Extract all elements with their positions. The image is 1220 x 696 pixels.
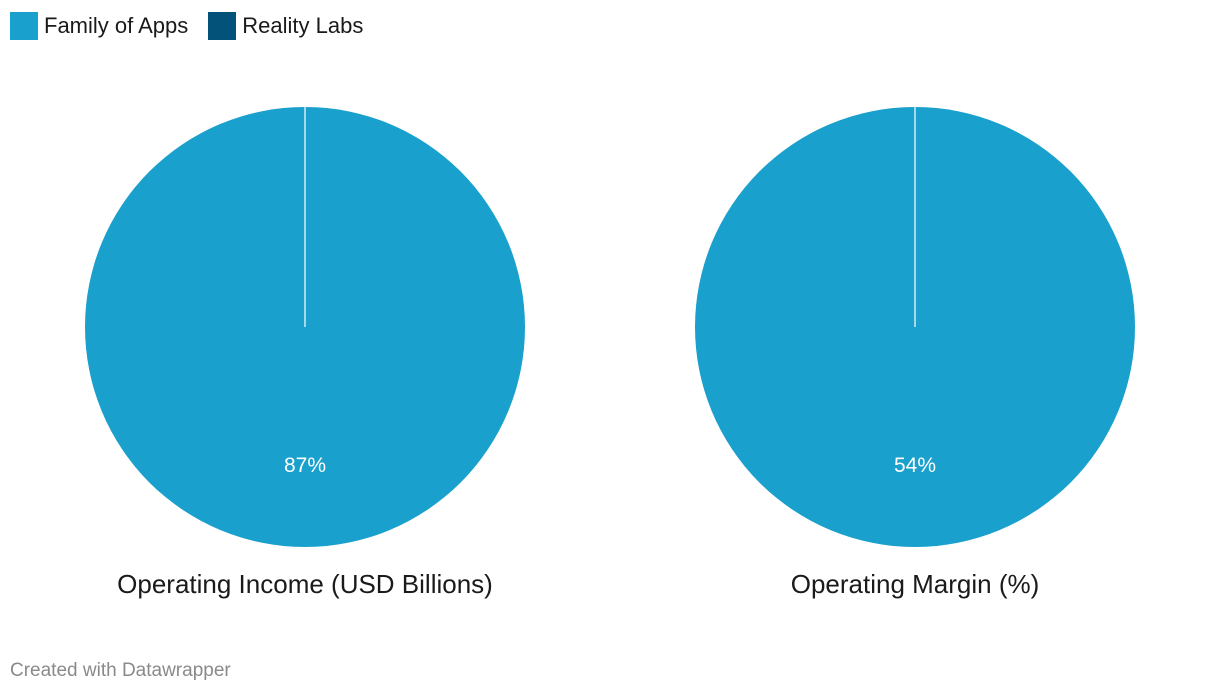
footer-credit: Created with Datawrapper: [10, 660, 231, 681]
pie-chart-title: Operating Income (USD Billions): [117, 569, 493, 599]
legend-item-reality-labs: Reality Labs: [208, 12, 363, 40]
legend-swatch-family-of-apps: [10, 12, 38, 40]
chart-legend: Family of Apps Reality Labs: [10, 12, 383, 40]
slice-value-label: 87%: [284, 454, 326, 477]
pie-chart-title: Operating Margin (%): [791, 569, 1040, 599]
legend-item-family-of-apps: Family of Apps: [10, 12, 188, 40]
legend-label-reality-labs: Reality Labs: [242, 13, 364, 38]
pie-chart-1: 87% Operating Income (USD Billions): [85, 107, 525, 599]
pie-chart-2: 54% Operating Margin (%): [695, 107, 1135, 599]
legend-label-family-of-apps: Family of Apps: [44, 13, 189, 38]
legend-swatch-reality-labs: [208, 12, 237, 40]
slice-value-label: 54%: [894, 454, 936, 477]
